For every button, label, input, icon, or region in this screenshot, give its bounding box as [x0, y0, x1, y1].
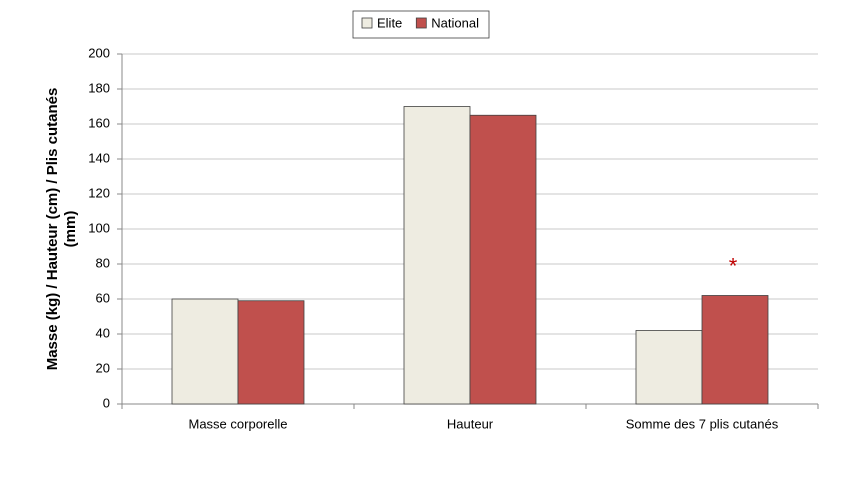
- legend: Elite National: [352, 10, 490, 39]
- y-tick-label: 160: [88, 115, 110, 130]
- x-tick-label: Hauteur: [447, 416, 494, 431]
- y-axis-label-line: Masse (kg) / Hauteur (cm) / Plis cutanés: [44, 88, 61, 371]
- y-tick-label: 100: [88, 220, 110, 235]
- y-axis-label: Masse (kg) / Hauteur (cm) / Plis cutanés…: [44, 88, 79, 371]
- y-tick-label: 120: [88, 185, 110, 200]
- y-tick-label: 20: [96, 360, 110, 375]
- legend-label: National: [431, 15, 479, 30]
- bar: [171, 298, 239, 405]
- y-tick-label: 60: [96, 290, 110, 305]
- bar: [403, 106, 471, 405]
- x-tick-label: Somme des 7 plis cutanés: [626, 416, 779, 431]
- y-tick-label: 180: [88, 80, 110, 95]
- y-tick-label: 0: [103, 395, 110, 410]
- y-tick-label: 40: [96, 325, 110, 340]
- legend-swatch: [361, 17, 373, 29]
- y-axis-label-line: (mm): [62, 211, 79, 248]
- y-tick-label: 140: [88, 150, 110, 165]
- legend-swatch: [415, 17, 427, 29]
- annotation: *: [729, 253, 738, 278]
- bar: [237, 300, 305, 405]
- y-tick-label: 80: [96, 255, 110, 270]
- legend-label: Elite: [377, 15, 402, 30]
- bar: [469, 114, 537, 405]
- bar: [701, 295, 769, 405]
- x-tick-label: Masse corporelle: [189, 416, 288, 431]
- bar: [635, 330, 703, 405]
- y-tick-label: 200: [88, 45, 110, 60]
